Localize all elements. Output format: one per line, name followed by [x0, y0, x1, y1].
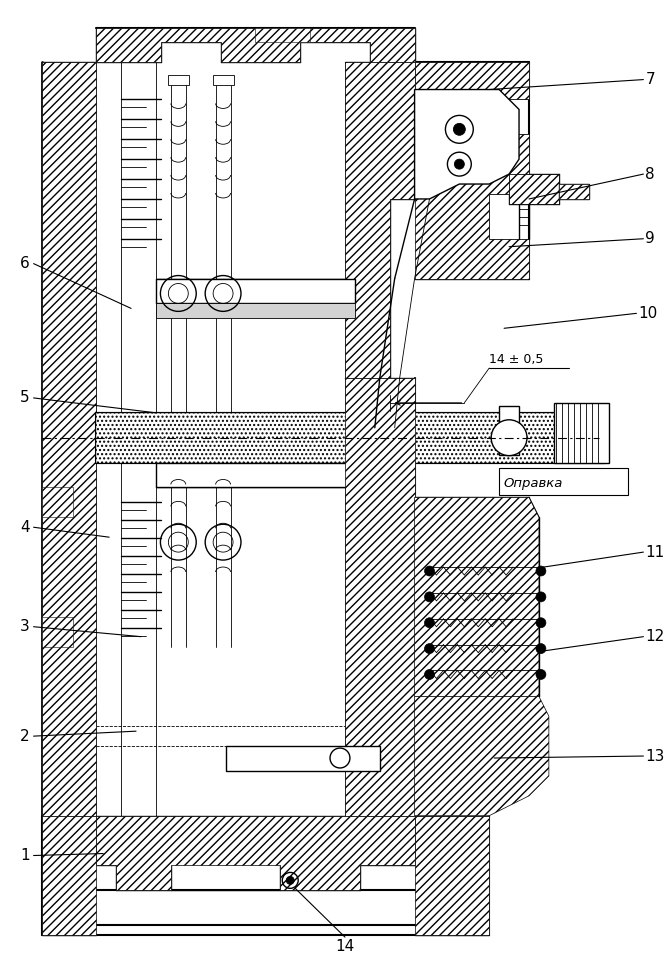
Bar: [156, 462, 355, 487]
Text: 2: 2: [20, 728, 29, 744]
Polygon shape: [42, 616, 74, 647]
Polygon shape: [415, 90, 519, 199]
Bar: [559, 184, 589, 199]
Text: 14: 14: [335, 939, 354, 954]
Text: 13: 13: [645, 748, 665, 764]
Text: 6: 6: [20, 256, 29, 271]
Circle shape: [425, 566, 434, 576]
Bar: [499, 406, 519, 455]
Circle shape: [536, 618, 546, 628]
Text: 1: 1: [20, 848, 29, 863]
Polygon shape: [415, 498, 539, 697]
Bar: [226, 746, 380, 771]
Circle shape: [425, 618, 434, 628]
Polygon shape: [42, 487, 74, 518]
Text: 7: 7: [645, 72, 655, 87]
Bar: [509, 174, 559, 204]
Polygon shape: [345, 378, 415, 815]
Circle shape: [446, 116, 473, 144]
Text: 9: 9: [645, 232, 655, 246]
Polygon shape: [559, 184, 589, 199]
Polygon shape: [255, 28, 310, 42]
Text: 14 ± 0,5: 14 ± 0,5: [489, 353, 543, 367]
Text: 3: 3: [20, 619, 29, 634]
Polygon shape: [42, 61, 96, 815]
Circle shape: [536, 670, 546, 679]
Text: 10: 10: [639, 306, 658, 321]
Circle shape: [425, 591, 434, 602]
Circle shape: [536, 644, 546, 654]
Text: 12: 12: [645, 629, 665, 644]
Polygon shape: [156, 303, 355, 319]
Text: 11: 11: [645, 545, 665, 560]
Bar: [156, 278, 355, 303]
Circle shape: [454, 123, 466, 135]
Circle shape: [425, 644, 434, 654]
Bar: [554, 403, 608, 462]
Polygon shape: [415, 61, 529, 278]
Bar: [499, 468, 628, 496]
Polygon shape: [415, 697, 549, 815]
Polygon shape: [96, 412, 604, 462]
Text: Оправка: Оправка: [503, 478, 563, 491]
Polygon shape: [96, 28, 415, 61]
Circle shape: [448, 152, 471, 176]
Bar: [212, 75, 234, 84]
Polygon shape: [415, 815, 489, 935]
Polygon shape: [42, 815, 96, 935]
Text: 5: 5: [20, 390, 29, 406]
Circle shape: [491, 420, 527, 456]
Circle shape: [425, 670, 434, 679]
Circle shape: [286, 877, 294, 884]
Bar: [168, 75, 189, 84]
Bar: [96, 412, 604, 462]
Text: 4: 4: [20, 520, 29, 535]
Circle shape: [536, 566, 546, 576]
Circle shape: [454, 159, 464, 169]
Polygon shape: [345, 61, 415, 378]
Circle shape: [536, 591, 546, 602]
Polygon shape: [96, 815, 415, 890]
Text: 8: 8: [645, 167, 655, 182]
